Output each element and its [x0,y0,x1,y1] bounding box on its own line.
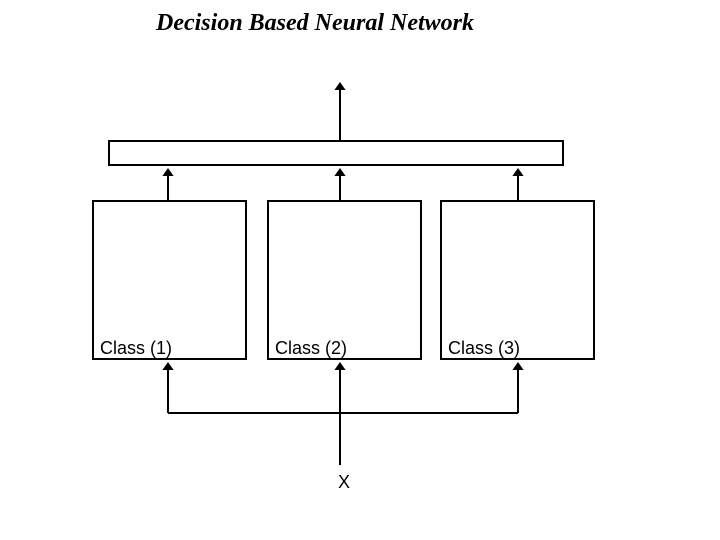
class-label-1: Class (1) [100,338,172,359]
input-label: X [338,472,350,493]
aggregator-bar [108,140,564,166]
class-box-1 [92,200,247,360]
class-label-2: Class (2) [275,338,347,359]
diagram-title: Decision Based Neural Network [156,10,474,37]
class-box-2 [267,200,422,360]
class-label-3: Class (3) [448,338,520,359]
class-box-3 [440,200,595,360]
